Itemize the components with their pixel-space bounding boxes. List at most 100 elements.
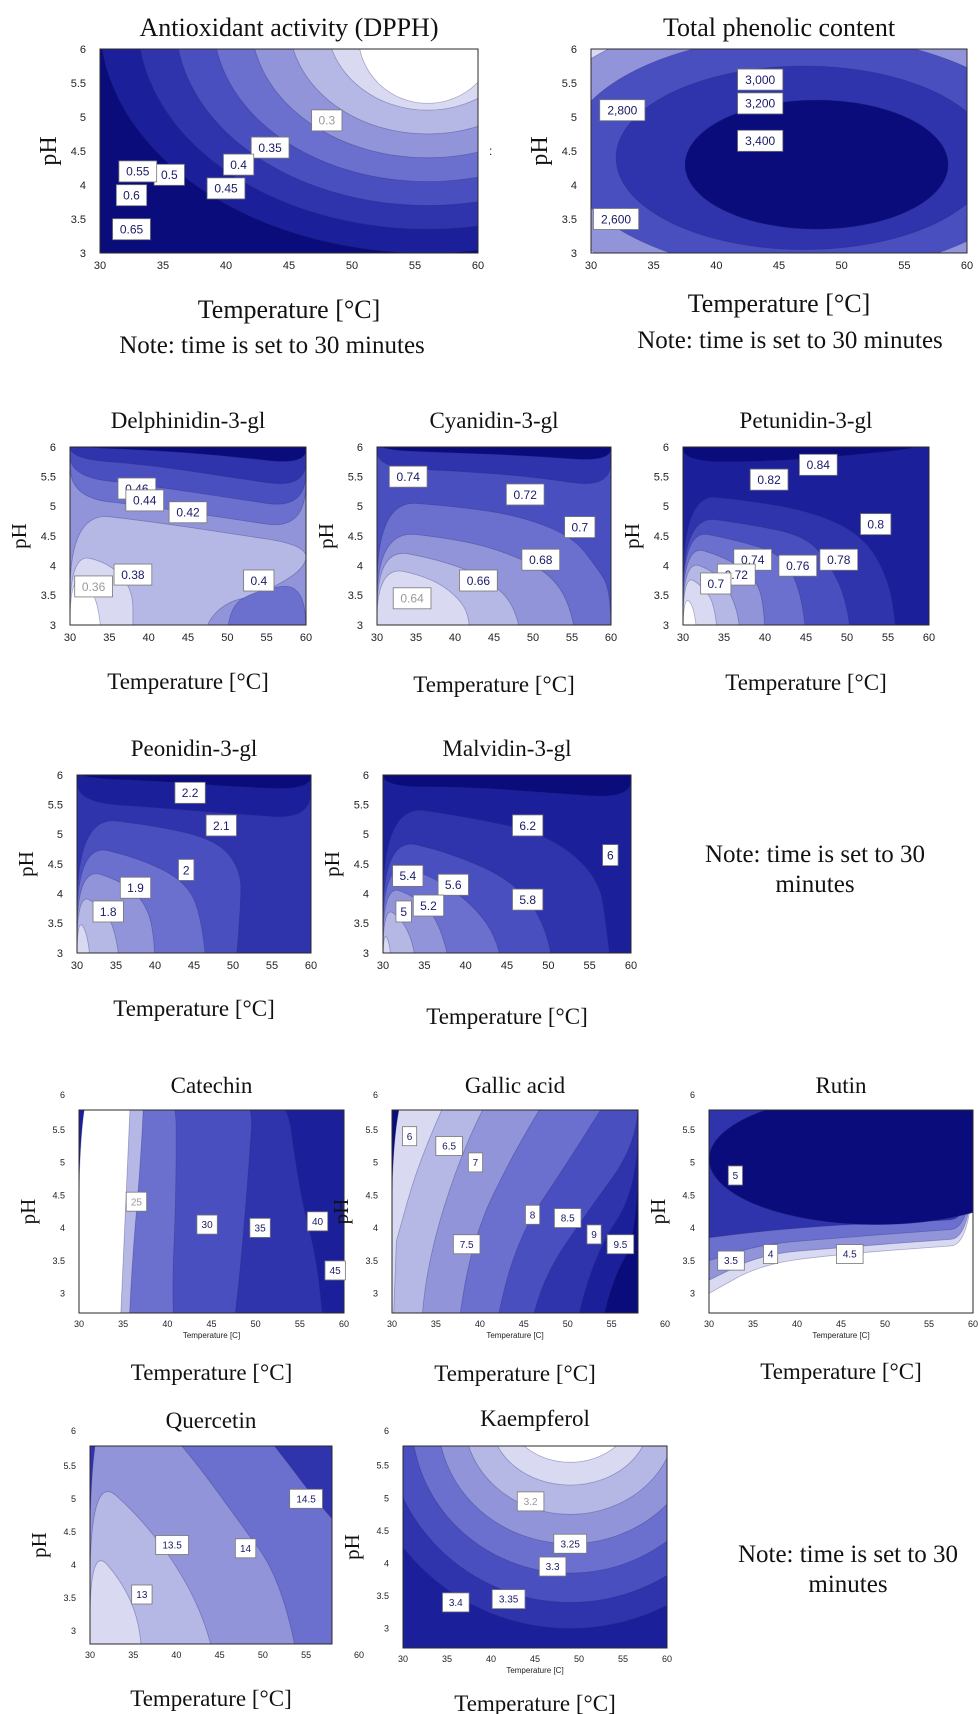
contour-area [70,447,306,625]
contour-label-text: 13 [136,1590,148,1601]
x-tick-label: 60 [968,1319,978,1329]
contour-label-text: 0.84 [807,458,831,472]
plot-frame [69,446,307,626]
contour-label-text: 5.4 [399,869,416,883]
contour-label-text: 6 [407,1132,413,1143]
y-tick-label: 3.5 [682,1256,695,1266]
x-tick-label: 60 [961,260,973,272]
x-tick-label: 50 [841,632,853,644]
contour-label: 5 [395,900,412,923]
y-tick-label: 3 [690,1289,695,1299]
y-tick-label: 4.5 [52,1190,65,1200]
y-tick-label: 5.5 [348,472,363,484]
contour-label-text: 5.8 [519,893,536,907]
contour-label-box [553,1533,587,1554]
x-tick-label: 40 [486,1654,496,1664]
contour-label-text: 0.66 [467,574,491,588]
x-tick-label: 30 [387,1319,397,1329]
contour-label: 2.1 [205,814,237,837]
contour-label-text: 3.25 [560,1539,580,1550]
y-tick-label: 3.5 [354,918,369,930]
contour-label: 13 [131,1584,153,1605]
contour-label-box [119,876,152,899]
contour-label-text: 0.55 [126,165,150,179]
y-tick-label: 6 [384,1426,389,1436]
contour-label-text: 2,600 [601,212,631,226]
x-tick-label: 60 [305,960,317,972]
contour-label-box [250,136,290,159]
contour-label-text: 0.8 [867,517,884,531]
contour-label: 6 [602,844,619,866]
chart-title: Antioxidant activity (DPPH) [140,13,439,42]
contour-label: 0.4 [223,153,255,176]
y-tick-label: 3.5 [71,214,86,226]
contour-area [100,49,478,253]
contour-label-box [178,859,195,881]
contour-label-box [459,569,498,592]
chart-title: Cyanidin-3-gl [429,408,558,433]
contour-label-text: 14 [240,1544,252,1555]
y-tick-label: 4 [373,1223,378,1233]
contour-label-box [289,1488,323,1509]
contour-label-box [860,513,892,536]
contour-label-box [196,1214,218,1235]
x-tick-label: 35 [128,1650,138,1660]
x-tick-label: 55 [618,1654,628,1664]
contour-label-text: 0.68 [529,553,553,567]
x-axis-label: Temperature [°C] [426,1004,587,1029]
x-axis-label-small: Temperature [C] [506,1666,563,1675]
contour-label-box [125,489,165,512]
contour-label-text: 2.1 [213,819,230,833]
y-tick-label: 3 [50,620,56,632]
y-tick-label: 6 [571,44,577,56]
x-tick-label: 45 [519,1319,529,1329]
contour-label-text: 30 [202,1220,214,1231]
contour-band [383,936,391,953]
contour-label-text: 0.5 [161,168,178,182]
contour-label-text: 3.3 [546,1562,560,1573]
contour-label-text: 0.72 [514,488,538,502]
y-tick-label: 3.5 [48,918,63,930]
note-tpc: Note: time is set to 30 minutes [637,327,943,354]
chart-title: Gallic acid [465,1073,566,1098]
contour-label-text: 0.3 [318,114,335,128]
contour-label-box [74,575,113,598]
contour-label-box [243,569,275,592]
contour-label-text: 14.5 [296,1494,316,1505]
contour-band [90,1560,142,1644]
y-tick-label: 6 [690,1090,695,1100]
y-tick-label: 3.5 [654,590,669,602]
x-tick-label: 55 [266,960,278,972]
x-tick-label: 45 [501,960,513,972]
y-tick-label: 6 [363,770,369,782]
x-tick-label: 45 [773,260,785,272]
note-anthocyanins-line2: minutes [775,871,855,898]
y-tick-label: 5 [384,1493,389,1503]
x-tick-label: 30 [85,1650,95,1660]
chart-catechin: 30 35 40 45 50 55 60 3 3.5 4 4.5 5 5.5 6 25 30 35 40 45 Cat… [16,1073,349,1385]
x-tick-label: 40 [475,1319,485,1329]
contour-label: 8.5 [554,1208,582,1228]
chart-rutin: 30 35 40 45 50 55 60 3 3.5 4 4.5 5 5.5 6 5 4.5 4 3.5 Rutin… [646,1073,978,1384]
note-flavonoids: Note: time is set to 30 minutes [713,1540,978,1600]
contour-band [383,775,631,797]
contour-label-text: 0.74 [397,470,421,484]
x-tick-label: 60 [662,1654,672,1664]
y-tick-label: 6 [80,44,86,56]
contour-label-box [505,483,545,506]
x-axis-label-small: Temperature [C] [486,1331,543,1340]
x-tick-label: 50 [258,1650,268,1660]
contour-label: 0.4 [243,569,275,592]
x-tick-label: 55 [924,1319,934,1329]
contour-label-box [564,516,596,538]
plot-frame [78,1109,345,1314]
y-tick-label: 6 [373,1090,378,1100]
contour-label: 0.36 [74,575,113,598]
x-tick-label: 55 [301,1650,311,1660]
contour-label: 0.84 [799,453,838,476]
contour-label-box [599,99,646,122]
y-axis-label: pH [329,1199,353,1225]
contour-label-text: 0.42 [176,506,200,520]
contour-label-text: 0.74 [741,553,765,567]
contour-band [84,447,306,462]
